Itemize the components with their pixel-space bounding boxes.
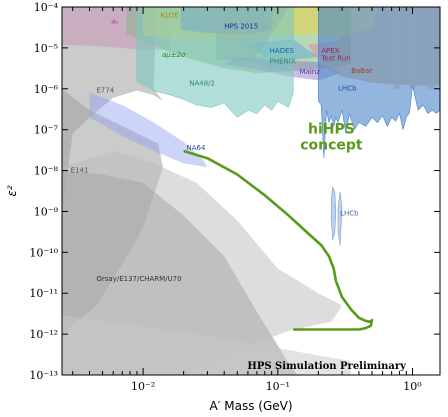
hihps-concept-curve	[183, 149, 374, 331]
hihps-concept-label: hiHPS concept	[300, 122, 363, 154]
y-tick-label: 10⁻⁸	[34, 165, 59, 178]
y-axis-title: ε²	[5, 185, 19, 196]
phenix-label: PHENIX	[270, 57, 296, 65]
mainz-label: Mainz	[300, 68, 321, 76]
lhcb-label: LHCb	[338, 85, 357, 93]
y-tick-label: 10⁻¹¹	[29, 287, 58, 300]
na64-region	[89, 92, 208, 168]
lhcb-region	[318, 7, 440, 159]
y-tick-label: 10⁻⁴	[34, 1, 59, 14]
lhcb-displaced-region	[331, 186, 337, 241]
kloe-label: KLOE	[161, 12, 179, 20]
x-tick-label: 10⁰	[403, 380, 422, 393]
hps-2015-label: HPS 2015	[224, 22, 258, 30]
y-tick-label: 10⁻¹⁰	[29, 246, 58, 259]
x-tick-label: 10⁻¹	[266, 380, 290, 393]
babar-label: BaBar	[351, 67, 372, 75]
y-tick-label: 10⁻¹²	[29, 328, 58, 341]
x-tick-label: 10⁻²	[131, 380, 155, 393]
lhcb-displaced-label: LHCb	[340, 209, 359, 217]
annotation-text: HPS Simulation Preliminary	[247, 361, 407, 372]
x-axis-title: A′ Mass (GeV)	[209, 399, 292, 413]
y-tick-label: 10⁻⁷	[34, 124, 59, 137]
plot-frame	[61, 6, 441, 376]
lower-band-region	[62, 314, 352, 375]
y-tick-label: 10⁻⁹	[34, 205, 59, 218]
e774-label: E774	[96, 87, 114, 95]
y-tick-label: 10⁻⁶	[34, 83, 59, 96]
na64-label: NA64	[187, 144, 206, 152]
hades-label: HADES	[270, 47, 295, 55]
a-mu-pm2sigma-label: aμ±2σ	[162, 51, 186, 59]
apex-test-run-label: APEX Test Run	[320, 47, 350, 63]
na48-2-region	[136, 7, 294, 118]
e141-label: E141	[71, 166, 89, 174]
lhcb-displaced-b-region	[337, 191, 343, 246]
orsay-e137-charm-u70-label: Orsay/E137/CHARM/U70	[96, 275, 181, 283]
na48-2-label: NA48/2	[189, 80, 215, 88]
y-tick-label: 10⁻¹³	[29, 369, 58, 382]
a-e-label: aₑ	[111, 17, 118, 25]
y-tick-label: 10⁻⁵	[34, 42, 58, 55]
outer-band-region	[62, 151, 343, 375]
